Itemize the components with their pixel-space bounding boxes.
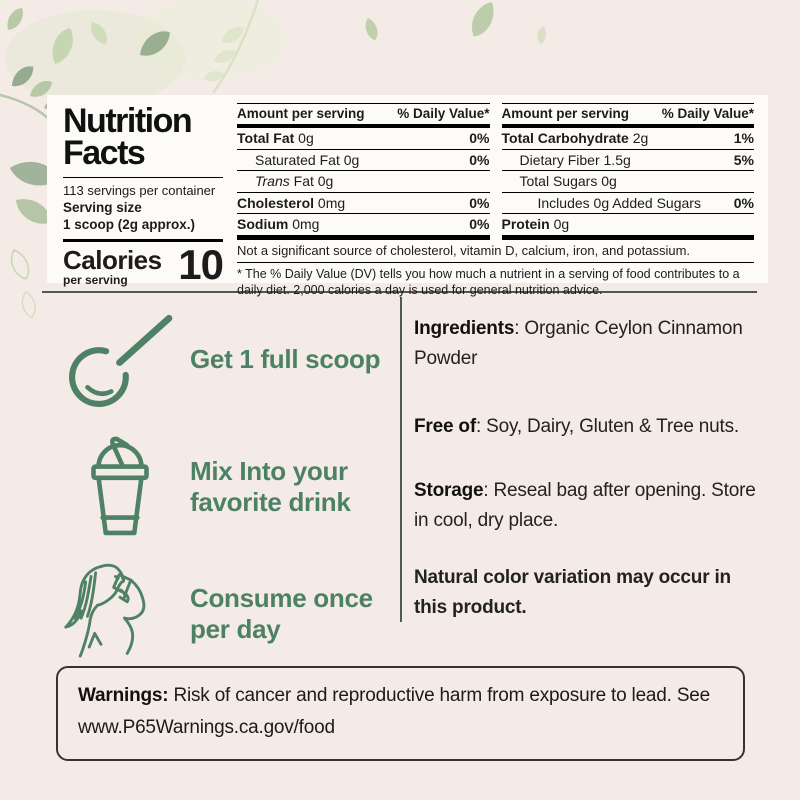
table-row: Saturated Fat 0g 0% bbox=[237, 150, 490, 171]
serving-size-value: 1 scoop (2g approx.) bbox=[63, 216, 196, 232]
amount-per-serving-header: Amount per serving bbox=[501, 106, 630, 121]
table-header: Amount per serving % Daily Value* bbox=[501, 104, 754, 128]
free-of-text: Free of: Soy, Dairy, Gluten & Tree nuts. bbox=[414, 416, 739, 438]
step-consume-daily: Consume once per day bbox=[50, 552, 395, 675]
nutrient-table-carb: Amount per serving % Daily Value* Total … bbox=[501, 103, 754, 240]
color-variation-note: Natural color variation may occur in thi… bbox=[414, 567, 731, 619]
calories-value: 10 bbox=[178, 240, 224, 288]
warnings-box: Warnings: Risk of cancer and reproductiv… bbox=[56, 666, 745, 761]
nutrition-facts-left-column: Nutrition Facts 113 servings per contain… bbox=[47, 95, 227, 287]
table-row: Trans Fat 0g bbox=[237, 171, 490, 193]
drink-cup-icon bbox=[50, 436, 190, 538]
warnings-label: Warnings: bbox=[78, 685, 169, 706]
nutrition-facts-panel: Nutrition Facts 113 servings per contain… bbox=[47, 95, 768, 297]
calories-label: Calories bbox=[63, 244, 162, 275]
daily-value-footnote: * The % Daily Value (DV) tells you how m… bbox=[237, 266, 740, 297]
calories-label-group: Calories per serving bbox=[63, 247, 162, 287]
table-row: Sodium 0mg 0% bbox=[237, 214, 490, 240]
daily-value-header: % Daily Value* bbox=[661, 106, 754, 121]
step-mix-drink: Mix Into your favorite drink bbox=[50, 425, 395, 548]
horizontal-divider bbox=[42, 291, 757, 293]
divider bbox=[63, 238, 223, 242]
product-details: Ingredients: Organic Ceylon Cinnamon Pow… bbox=[414, 300, 766, 623]
nutrition-facts-tables: Amount per serving % Daily Value* Total … bbox=[227, 95, 768, 297]
scoop-icon bbox=[50, 311, 190, 409]
table-row: Includes 0g Added Sugars 0% bbox=[501, 193, 754, 214]
storage-text: Storage: Reseal bag after opening. Store… bbox=[414, 480, 756, 532]
table-header: Amount per serving % Daily Value* bbox=[237, 104, 490, 128]
nutrition-facts-title: Nutrition Facts bbox=[63, 102, 193, 173]
step-label: Get 1 full scoop bbox=[190, 344, 381, 375]
amount-per-serving-header: Amount per serving bbox=[237, 106, 365, 121]
divider bbox=[63, 176, 223, 178]
table-row: Cholesterol 0mg 0% bbox=[237, 193, 490, 214]
table-row: Total Sugars 0g bbox=[501, 171, 754, 193]
calories-per-serving: per serving bbox=[63, 272, 128, 287]
table-row: Protein 0g bbox=[501, 214, 754, 240]
warnings-text: Risk of cancer and reproductive harm fro… bbox=[78, 685, 711, 739]
step-label: Mix Into your favorite drink bbox=[190, 455, 351, 517]
ingredients-text: Ingredients: Organic Ceylon Cinnamon Pow… bbox=[414, 318, 743, 370]
not-significant-note: Not a significant source of cholesterol,… bbox=[237, 240, 754, 263]
usage-steps: Get 1 full scoop Mix Into your favorite … bbox=[50, 298, 395, 679]
vertical-divider bbox=[400, 297, 402, 622]
step-get-scoop: Get 1 full scoop bbox=[50, 298, 395, 421]
calories-row: Calories per serving 10 bbox=[63, 240, 224, 288]
person-drinking-icon bbox=[50, 562, 190, 666]
nutrient-table-fat: Amount per serving % Daily Value* Total … bbox=[237, 103, 490, 240]
serving-size-label: Serving size bbox=[63, 199, 142, 215]
table-row: Total Carbohydrate 2g 1% bbox=[501, 128, 754, 150]
daily-value-header: % Daily Value* bbox=[397, 106, 490, 121]
table-row: Dietary Fiber 1.5g 5% bbox=[501, 150, 754, 171]
step-label: Consume once per day bbox=[190, 582, 373, 644]
servings-per-container: 113 servings per container bbox=[63, 182, 216, 198]
table-row: Total Fat 0g 0% bbox=[237, 128, 490, 150]
